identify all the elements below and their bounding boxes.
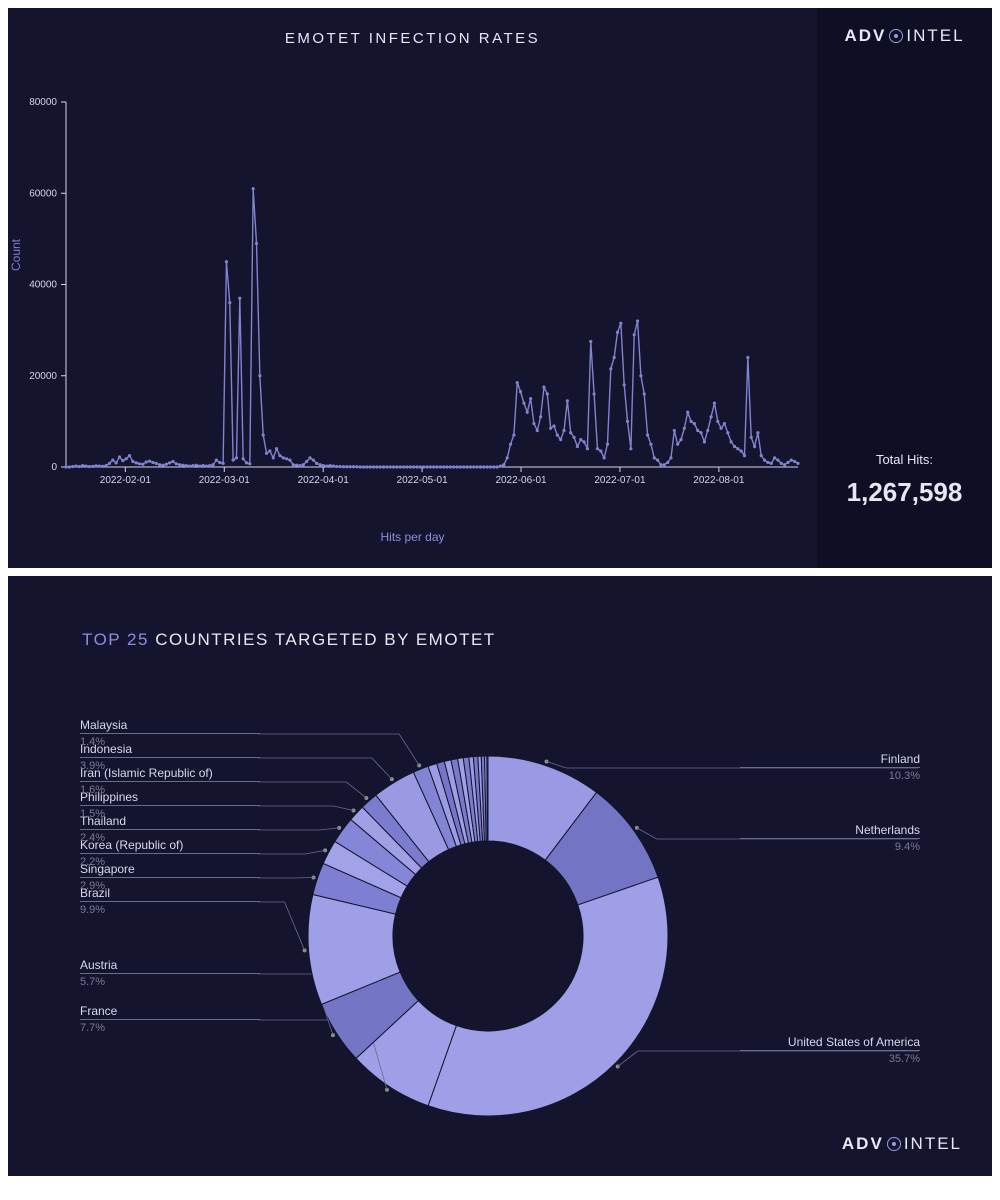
logo-left: ADV [842,1134,884,1154]
logo-dot-icon [889,29,903,43]
svg-text:2022-05-01: 2022-05-01 [397,475,449,486]
countries-panel: TOP 25 COUNTRIES TARGETED BY EMOTET Finl… [8,576,992,1176]
logo-left: ADV [844,26,886,46]
svg-text:2022-08-01: 2022-08-01 [693,475,745,486]
brand-logo: ADV INTEL [844,26,964,46]
logo-right: INTEL [906,26,964,46]
panel1-title: EMOTET INFECTION RATES [8,8,817,47]
svg-text:80000: 80000 [29,97,57,108]
totals-label: Total Hits: [847,452,963,467]
totals-value: 1,267,598 [847,477,963,508]
svg-text:40000: 40000 [29,280,57,291]
svg-text:20000: 20000 [29,371,57,382]
line-chart: 0 20000 40000 60000 80000 2022-02-01 2022-03-0… [8,47,813,547]
svg-text:2022-04-01: 2022-04-01 [298,475,350,486]
logo-dot-icon [887,1137,901,1151]
title-accent: TOP 25 [82,630,149,649]
x-axis-label: Hits per day [380,530,444,544]
title-rest: COUNTRIES TARGETED BY EMOTET [149,630,496,649]
side-stats-area: ADV INTEL Total Hits: 1,267,598 [817,8,992,568]
svg-text:0: 0 [51,462,57,473]
panel2-title: TOP 25 COUNTRIES TARGETED BY EMOTET [82,630,496,650]
svg-text:2022-02-01: 2022-02-01 [100,475,152,486]
callout-finland: Finland10.3% [740,752,920,782]
svg-text:60000: 60000 [29,188,57,199]
logo-right: INTEL [904,1134,962,1154]
brand-logo: ADV INTEL [842,1134,962,1154]
callout-france: France7.7% [80,1004,260,1034]
svg-text:2022-03-01: 2022-03-01 [199,475,251,486]
svg-text:2022-06-01: 2022-06-01 [495,475,547,486]
totals-block: Total Hits: 1,267,598 [847,452,963,508]
svg-text:2022-07-01: 2022-07-01 [594,475,646,486]
callout-united-states-of-america: United States of America35.7% [740,1035,920,1065]
infection-rates-panel: EMOTET INFECTION RATES Count Hits per da… [8,8,992,568]
callout-malaysia: Malaysia1.4% [80,718,260,748]
y-axis-label: Count [9,239,23,271]
callout-netherlands: Netherlands9.4% [740,823,920,853]
callout-austria: Austria5.7% [80,958,260,988]
line-chart-area: EMOTET INFECTION RATES Count Hits per da… [8,8,817,568]
